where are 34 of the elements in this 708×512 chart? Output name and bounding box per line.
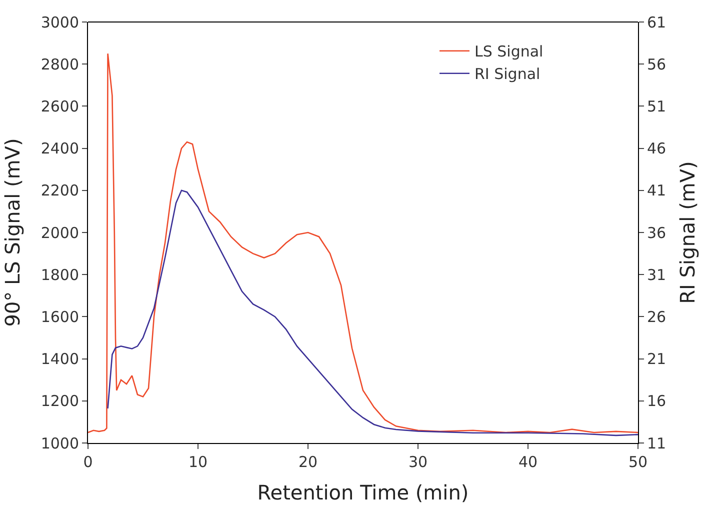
legend-label: LS Signal <box>474 42 544 61</box>
legend-label: RI Signal <box>474 65 540 84</box>
y-tick-label: 2000 <box>40 224 79 242</box>
y-tick-label: 1200 <box>40 392 79 410</box>
y-tick-label: 2600 <box>40 97 79 116</box>
y-tick-label: 2200 <box>40 182 79 200</box>
x-tick-label: 40 <box>518 453 538 471</box>
y2-tick-label: 21 <box>647 350 666 368</box>
x-tick-label: 20 <box>298 453 318 471</box>
y2-tick-label: 41 <box>647 182 666 200</box>
x-tick-label: 10 <box>188 453 208 471</box>
y2-tick-label: 11 <box>647 434 666 452</box>
y-tick-label: 3000 <box>40 13 79 32</box>
line-series <box>107 190 638 436</box>
y-axis-title: 90° LS Signal (mV) <box>0 138 24 327</box>
y2-tick-label: 36 <box>647 224 666 242</box>
y-tick-label: 1000 <box>40 434 79 452</box>
x-axis-title: Retention Time (min) <box>257 480 469 504</box>
y-tick-label: 2400 <box>40 140 79 158</box>
y-tick-label: 1800 <box>40 266 79 284</box>
y2-tick-label: 26 <box>647 308 666 326</box>
y-tick-label: 1600 <box>40 308 79 326</box>
y2-tick-label: 31 <box>647 266 666 284</box>
y2-tick-label: 51 <box>647 97 666 116</box>
x-tick-label: 30 <box>408 453 428 471</box>
y2-tick-label: 61 <box>647 13 666 32</box>
x-tick-label: 50 <box>628 453 648 471</box>
y-tick-label: 1400 <box>40 350 79 368</box>
y-tick-label: 2800 <box>40 55 79 74</box>
y2-tick-label: 56 <box>647 55 666 74</box>
y2-tick-label: 46 <box>647 140 666 158</box>
x-tick-label: 0 <box>83 453 93 471</box>
y2-axis-title: RI Signal (mV) <box>676 161 700 304</box>
y2-tick-label: 16 <box>647 392 666 410</box>
